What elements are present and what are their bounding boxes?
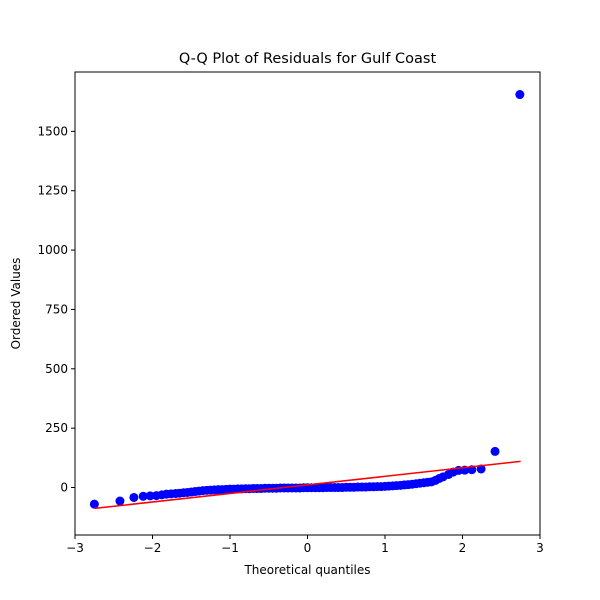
x-tick-label: −2: [144, 541, 162, 555]
x-tick-label: 3: [536, 541, 544, 555]
fit-line: [94, 460, 521, 510]
y-tick-label: 0: [60, 481, 68, 495]
x-tick-label: 2: [459, 541, 467, 555]
y-axis-ticks: 0 250 500 750 1000 1250 1500: [37, 124, 75, 495]
y-tick-label: 1000: [37, 243, 68, 257]
x-tick-label: −1: [221, 541, 239, 555]
data-point: [129, 492, 139, 502]
data-point: [515, 90, 525, 100]
y-tick-label: 1250: [37, 184, 68, 198]
data-point: [138, 491, 148, 501]
x-tick-label: −3: [66, 541, 84, 555]
x-tick-label: 1: [381, 541, 389, 555]
y-tick-label: 750: [45, 302, 68, 316]
y-tick-label: 250: [45, 421, 68, 435]
x-axis-ticks: −3 −2 −1 0 1 2 3: [66, 535, 544, 555]
y-tick-label: 500: [45, 362, 68, 376]
data-point: [490, 446, 500, 456]
plot-area: [89, 90, 525, 510]
data-point: [89, 499, 99, 509]
data-point: [115, 496, 125, 506]
x-tick-label: 0: [304, 541, 312, 555]
chart-title: Q-Q Plot of Residuals for Gulf Coast: [179, 51, 437, 67]
y-axis-label: Ordered Values: [9, 258, 23, 350]
x-axis-label: Theoretical quantiles: [243, 563, 370, 577]
y-tick-label: 1500: [37, 124, 68, 138]
